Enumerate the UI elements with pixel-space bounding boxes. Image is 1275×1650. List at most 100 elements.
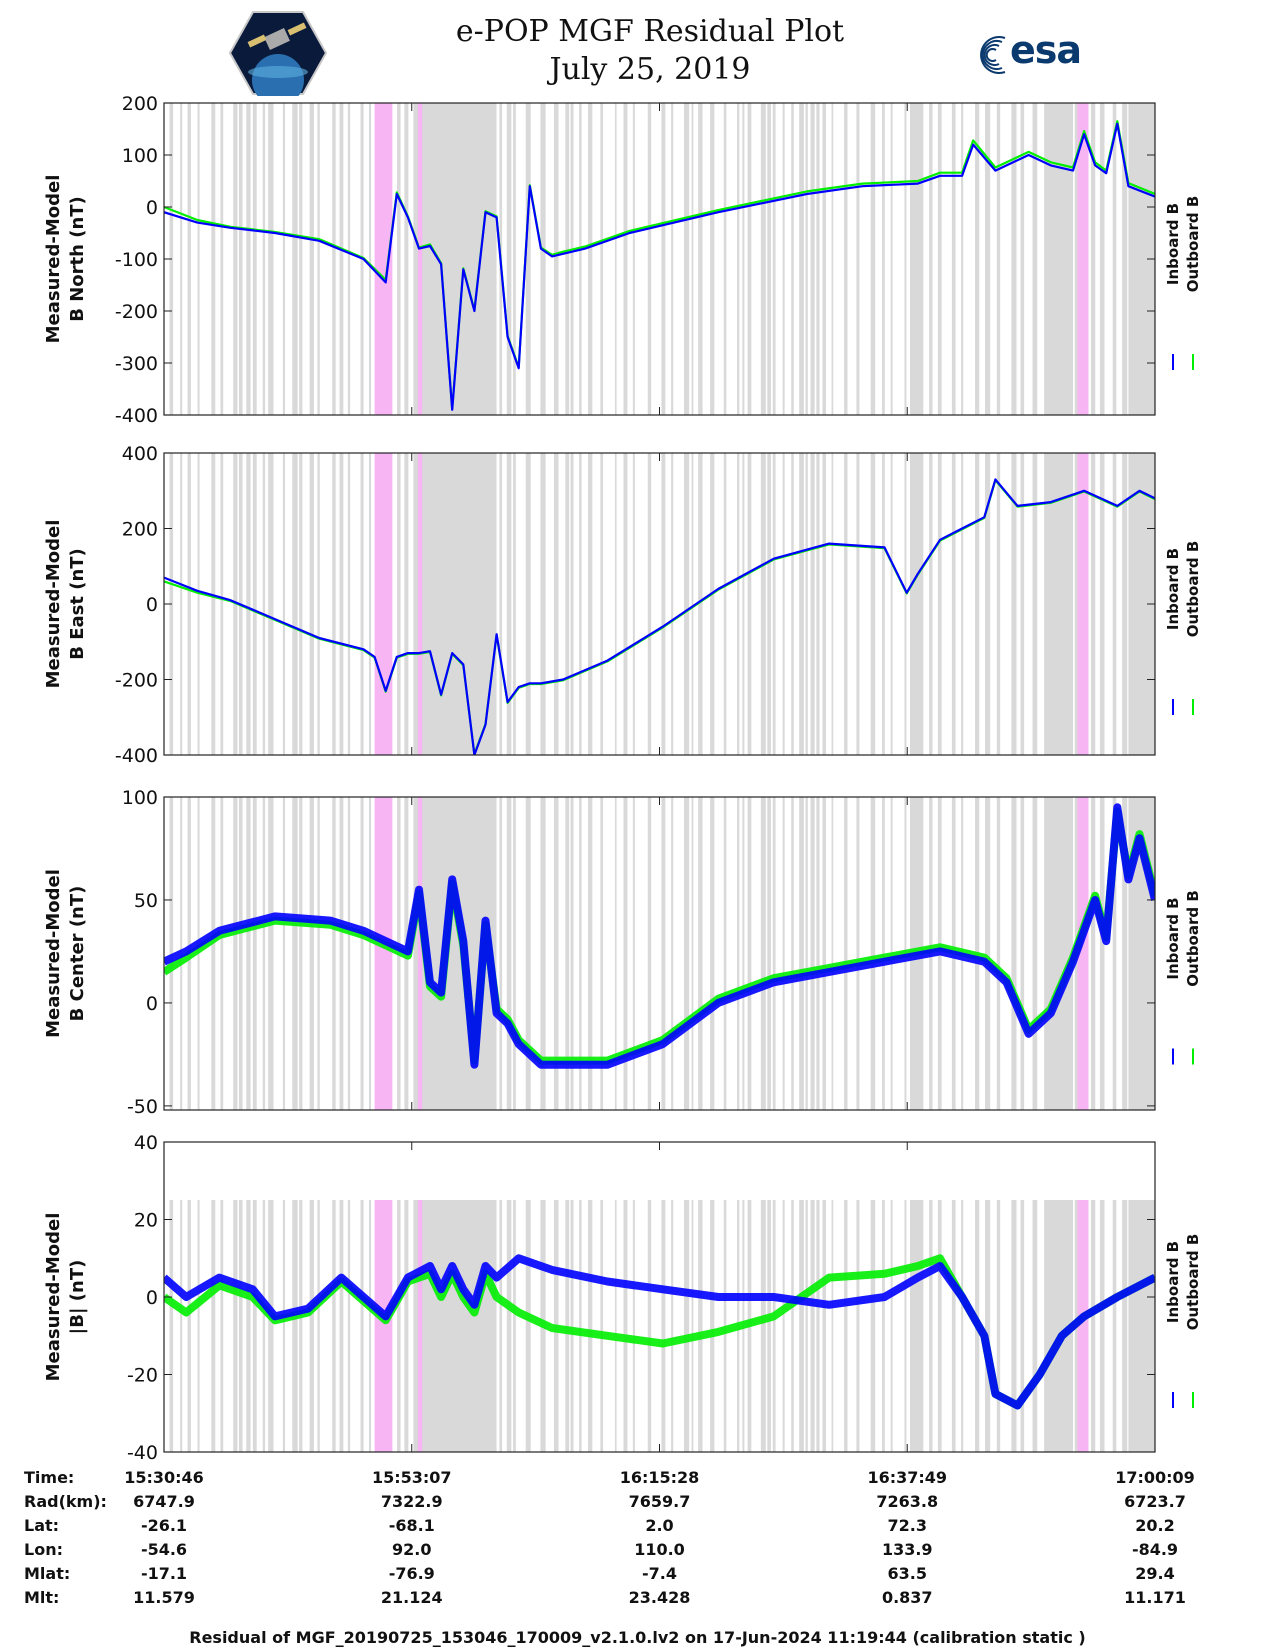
gap-band — [772, 1200, 776, 1452]
gap-band — [904, 1200, 907, 1452]
gap-band — [623, 797, 628, 1110]
gap-band — [661, 797, 666, 1110]
gap-band — [513, 797, 516, 1110]
gap-band — [299, 103, 303, 415]
info-row: Rad(km): 6747.9 7322.9 7659.7 7263.8 6723.7 — [0, 1492, 1275, 1516]
gap-band — [332, 1200, 336, 1452]
gap-band — [404, 103, 409, 415]
gap-band — [799, 103, 804, 415]
gap-band — [844, 453, 848, 755]
gap-band — [632, 453, 635, 755]
gap-band — [683, 453, 690, 755]
gap-band — [767, 103, 771, 415]
gap-band — [1032, 453, 1038, 755]
gap-band — [691, 797, 694, 1110]
gap-band — [369, 453, 371, 755]
y-tick-label: -200 — [115, 301, 158, 323]
gap-band — [404, 453, 409, 755]
info-row-value: 6723.7 — [1124, 1492, 1186, 1511]
gap-band — [822, 103, 826, 415]
y-tick-label: 40 — [134, 1132, 158, 1154]
gap-band — [929, 103, 933, 415]
gap-band — [882, 797, 885, 1110]
gap-band — [246, 103, 251, 415]
gap-band — [767, 797, 771, 1110]
chart-panel-2: 400 200 0 -200 -400 Measured-Model B East (nT)… — [43, 443, 1202, 767]
gap-band — [831, 103, 834, 415]
gap-band — [614, 1200, 617, 1452]
gap-band — [220, 797, 224, 1110]
gap-band — [822, 797, 826, 1110]
gap-band — [698, 103, 703, 415]
gap-band — [822, 453, 826, 755]
gap-band — [723, 103, 727, 415]
gap-band — [1091, 453, 1096, 755]
gap-band — [870, 103, 876, 415]
gap-band — [339, 1200, 344, 1452]
gap-band — [951, 453, 956, 755]
gap-band — [1074, 103, 1079, 415]
gap-band — [1099, 797, 1105, 1110]
gap-band — [671, 453, 674, 755]
gap-band — [710, 797, 715, 1110]
gap-band — [1112, 797, 1117, 1110]
gap-band — [369, 797, 371, 1110]
info-row-value: -17.1 — [140, 1564, 188, 1583]
gap-band — [810, 453, 815, 755]
y-tick-label: -400 — [115, 405, 158, 427]
gap-band — [723, 797, 727, 1110]
gap-band — [831, 453, 834, 755]
gap-band — [985, 1200, 991, 1452]
gap-shading — [169, 103, 1155, 415]
gap-band — [822, 1200, 826, 1452]
gap-band — [268, 1200, 274, 1452]
gap-band — [499, 453, 503, 755]
gap-band — [671, 1200, 674, 1452]
gap-band — [1011, 453, 1017, 755]
gap-band — [671, 797, 674, 1110]
gap-band — [951, 103, 956, 415]
gap-band — [292, 797, 298, 1110]
gap-band — [747, 453, 752, 755]
gap-band — [623, 1200, 628, 1452]
gap-band — [810, 797, 815, 1110]
gap-band — [844, 797, 848, 1110]
gap-band — [1011, 1200, 1017, 1452]
gap-band — [1044, 103, 1073, 415]
gap-band — [737, 453, 740, 755]
y-axis-label: Measured-Model — [43, 869, 64, 1038]
gap-band — [397, 1200, 401, 1452]
title-line-2: July 25, 2019 — [549, 52, 751, 87]
mission-logo — [228, 11, 328, 96]
gap-band — [317, 453, 320, 755]
info-row-value: 110.0 — [634, 1540, 685, 1559]
gap-band — [525, 453, 531, 755]
info-row-value: -68.1 — [388, 1516, 435, 1535]
gap-band — [904, 103, 907, 415]
gap-band — [844, 1200, 848, 1452]
gap-band — [252, 453, 257, 755]
gap-band — [292, 103, 298, 415]
gap-band — [588, 1200, 593, 1452]
gap-band — [961, 103, 964, 415]
gap-band — [525, 1200, 531, 1452]
pink-band — [417, 103, 423, 415]
gap-band — [737, 103, 740, 415]
gap-band — [1122, 1200, 1128, 1452]
pink-band — [1077, 1200, 1089, 1452]
gap-band — [767, 453, 771, 755]
gap-band — [262, 453, 266, 755]
gap-band — [309, 1200, 314, 1452]
info-row-value: -26.1 — [140, 1516, 188, 1535]
y-tick-label: -100 — [115, 249, 158, 271]
gap-band — [553, 453, 559, 755]
info-row-label: Time: — [24, 1468, 75, 1487]
gap-band — [506, 797, 512, 1110]
gap-band — [360, 453, 364, 755]
gap-band — [882, 453, 885, 755]
gap-band — [187, 1200, 191, 1452]
gap-band — [671, 103, 674, 415]
y-tick-label: -40 — [127, 1442, 158, 1460]
gap-band — [844, 103, 848, 415]
info-row-value: 2.0 — [645, 1516, 674, 1535]
